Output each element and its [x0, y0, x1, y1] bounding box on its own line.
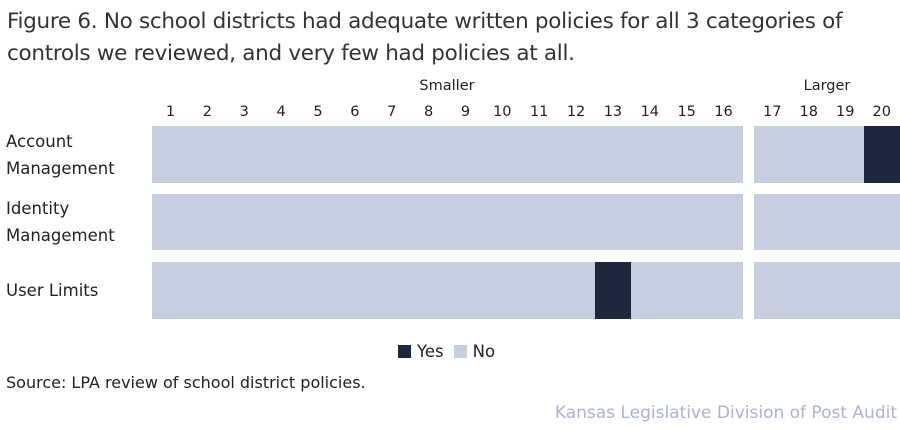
- cell-no: [373, 126, 411, 183]
- cell-no: [668, 194, 706, 250]
- cell-no: [790, 194, 828, 250]
- group-label-smaller: Smaller: [419, 78, 475, 94]
- cell-no: [188, 262, 227, 319]
- x-tick-label: 17: [763, 104, 782, 120]
- legend-label-yes: Yes: [417, 342, 444, 361]
- cell-yes: [863, 126, 900, 183]
- cell-no: [827, 262, 865, 319]
- cell-no: [557, 126, 596, 183]
- cell-no: [447, 194, 485, 250]
- x-tick-label: 20: [872, 104, 891, 120]
- x-tick-label: 13: [603, 104, 623, 120]
- cell-no: [188, 126, 227, 183]
- cell-no: [336, 194, 374, 250]
- cell-no: [705, 194, 743, 250]
- cell-no: [373, 194, 411, 250]
- cell-no: [557, 262, 596, 319]
- x-tick-label: 11: [529, 104, 549, 120]
- cell-no: [863, 262, 900, 319]
- cell-no: [262, 262, 301, 319]
- cell-no: [754, 194, 792, 250]
- cell-no: [827, 194, 865, 250]
- legend-swatch-yes: [398, 345, 411, 358]
- cell-no: [152, 194, 190, 250]
- cell-no: [336, 126, 374, 183]
- x-tick-label: 5: [313, 104, 323, 120]
- cell-no: [447, 262, 485, 319]
- cell-no: [594, 126, 632, 183]
- cell-no: [790, 126, 828, 183]
- cell-no: [557, 194, 596, 250]
- cell-no: [483, 262, 522, 319]
- row-label: Account Management: [6, 131, 115, 178]
- x-tick-label: 12: [566, 104, 586, 120]
- cell-no: [520, 126, 559, 183]
- cell-no: [262, 126, 301, 183]
- cell-no: [225, 194, 264, 250]
- x-tick-label: 3: [239, 104, 249, 120]
- cell-no: [594, 194, 632, 250]
- cell-no: [262, 194, 301, 250]
- cell-no: [790, 262, 828, 319]
- cell-no: [520, 262, 559, 319]
- cell-no: [668, 262, 706, 319]
- cell-no: [299, 126, 337, 183]
- cell-no: [705, 126, 743, 183]
- legend: Yes No: [398, 342, 495, 361]
- x-tick-label: 7: [387, 104, 397, 120]
- cell-no: [410, 194, 448, 250]
- cell-no: [754, 262, 792, 319]
- cell-no: [631, 262, 669, 319]
- cell-yes: [594, 262, 632, 319]
- cell-no: [705, 262, 743, 319]
- x-tick-label: 18: [799, 104, 818, 120]
- cell-no: [631, 126, 669, 183]
- cell-no: [225, 126, 264, 183]
- cell-no: [299, 262, 337, 319]
- cell-no: [410, 262, 448, 319]
- row-label: Identity Management: [6, 199, 115, 245]
- cell-no: [336, 262, 374, 319]
- x-tick-label: 14: [640, 104, 660, 120]
- cell-no: [152, 262, 190, 319]
- cell-no: [447, 126, 485, 183]
- cell-no: [754, 126, 792, 183]
- cell-no: [631, 194, 669, 250]
- cell-no: [483, 194, 522, 250]
- x-tick-label: 2: [202, 104, 212, 120]
- x-tick-label: 1: [165, 104, 176, 120]
- credit: Kansas Legislative Division of Post Audi…: [554, 403, 897, 423]
- x-tick-label: 9: [460, 104, 471, 120]
- row-label: User Limits: [6, 281, 99, 300]
- x-tick-label: 19: [836, 104, 855, 120]
- x-tick-label: 4: [276, 104, 286, 120]
- chart-title: Figure 6. No school districts had adequa…: [7, 9, 843, 66]
- x-tick-label: 15: [677, 104, 696, 120]
- x-tick-label: 8: [423, 104, 434, 120]
- cell-no: [827, 126, 865, 183]
- cell-no: [520, 194, 559, 250]
- cell-no: [668, 126, 706, 183]
- cell-no: [410, 126, 448, 183]
- group-label-larger: Larger: [803, 78, 851, 94]
- cell-no: [152, 126, 190, 183]
- cell-no: [299, 194, 337, 250]
- x-tick-label: 6: [350, 104, 360, 120]
- source-note: Source: LPA review of school district po…: [6, 373, 366, 392]
- cell-no: [373, 262, 411, 319]
- x-tick-label: 16: [714, 104, 733, 120]
- legend-swatch-no: [453, 345, 467, 358]
- cell-no: [188, 194, 227, 250]
- x-tick-label: 10: [493, 104, 512, 120]
- legend-label-no: No: [472, 342, 496, 361]
- cell-no: [863, 194, 900, 250]
- cell-no: [483, 126, 522, 183]
- cell-no: [225, 262, 264, 319]
